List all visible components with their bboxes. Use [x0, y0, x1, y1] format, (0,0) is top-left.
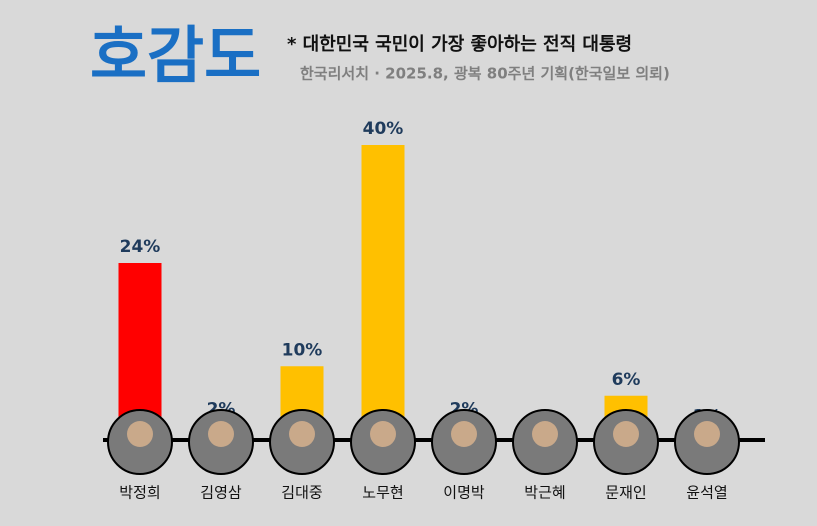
x-tick-label: 김대중 [281, 484, 322, 502]
portrait-head [451, 421, 477, 447]
value-label: 24% [120, 237, 161, 257]
portrait-head [289, 421, 315, 447]
bar [361, 145, 405, 440]
portrait-head [613, 421, 639, 447]
portrait-head [532, 421, 558, 447]
x-tick-label: 노무현 [362, 484, 403, 502]
x-tick-label: 박정희 [119, 484, 160, 502]
portrait-head [208, 421, 234, 447]
chart-source: 한국리서치 · 2025.8, 광복 80주년 기획(한국일보 의뢰) [300, 65, 670, 83]
value-label: 6% [612, 370, 641, 390]
chart-subtitle: * 대한민국 국민이 가장 좋아하는 전직 대통령 [287, 34, 632, 55]
x-tick-label: 박근혜 [524, 484, 565, 502]
value-label: 40% [363, 119, 404, 139]
portrait-head [370, 421, 396, 447]
x-tick-label: 김영삼 [200, 484, 242, 502]
portrait-head [127, 421, 153, 447]
portrait-head [694, 421, 720, 447]
chart-title: 호감도 [90, 19, 261, 92]
value-label: 10% [282, 340, 323, 360]
x-tick-label: 이명박 [443, 484, 485, 502]
x-tick-label: 문재인 [605, 484, 646, 502]
x-tick-label: 윤석열 [686, 484, 727, 502]
